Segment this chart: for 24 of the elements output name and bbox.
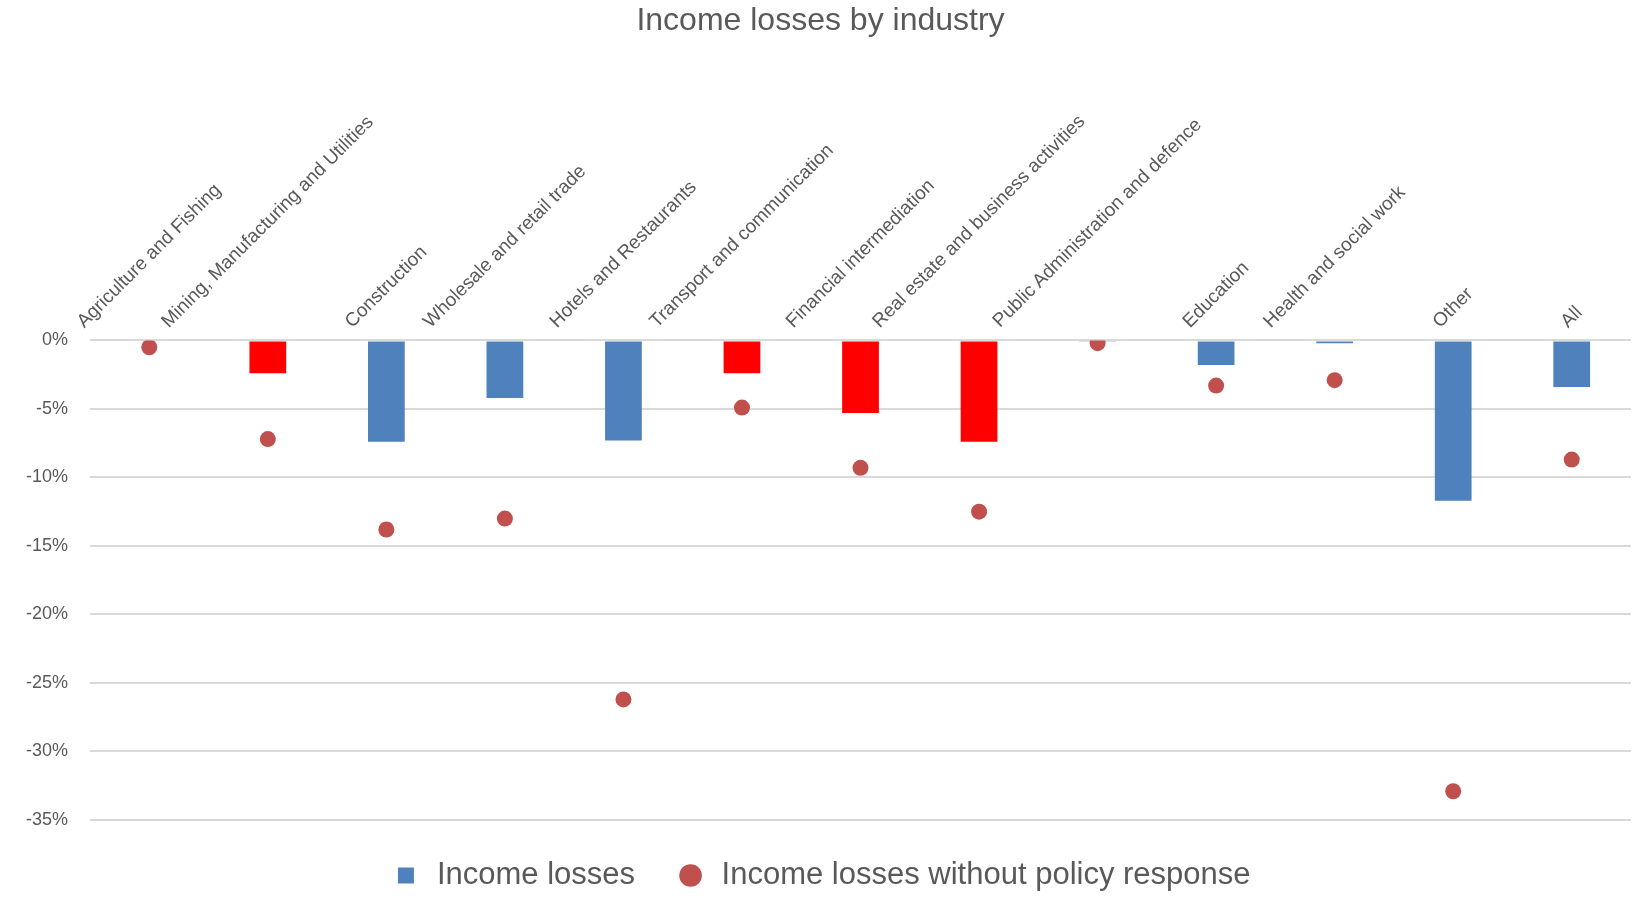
y-tick-label: -30% bbox=[25, 740, 69, 761]
y-tick-label: 0% bbox=[42, 329, 69, 350]
legend-label: Income losses bbox=[436, 856, 636, 892]
chart-title: Income losses by industry bbox=[636, 1, 1005, 38]
x-tick-label: All bbox=[1555, 301, 1586, 332]
point bbox=[1563, 451, 1580, 468]
y-tick-label: -25% bbox=[25, 671, 69, 692]
y-tick-label: -10% bbox=[25, 466, 69, 487]
point bbox=[1208, 377, 1225, 394]
legend-label: Income losses without policy response bbox=[721, 856, 1251, 892]
point bbox=[259, 431, 276, 448]
y-tick-label: -5% bbox=[36, 397, 69, 418]
point bbox=[852, 459, 869, 476]
point bbox=[141, 340, 158, 356]
point bbox=[733, 399, 750, 416]
y-tick-label: -15% bbox=[25, 534, 69, 555]
point bbox=[971, 503, 988, 520]
y-tick-label: -35% bbox=[25, 808, 69, 829]
point bbox=[378, 521, 395, 538]
point bbox=[1326, 372, 1343, 389]
y-tick-label: -20% bbox=[25, 603, 69, 624]
point bbox=[1445, 783, 1462, 800]
point bbox=[615, 691, 632, 708]
point bbox=[496, 510, 513, 527]
